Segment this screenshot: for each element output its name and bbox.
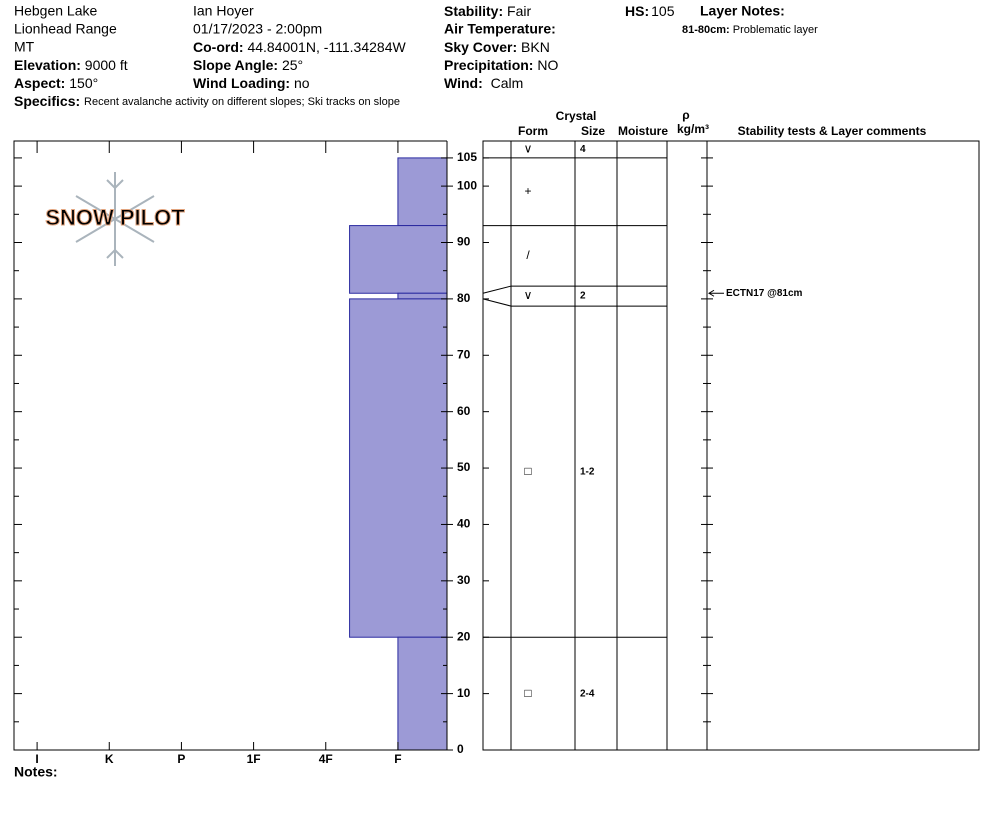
column-header: Moisture bbox=[618, 124, 668, 138]
label: Wind: bbox=[444, 75, 483, 91]
grain-form: + bbox=[524, 184, 531, 198]
air-temperature: Air Temperature: bbox=[444, 21, 556, 37]
hardness-bar bbox=[397, 636, 448, 751]
value: 150° bbox=[69, 75, 98, 91]
column-header: ρ bbox=[682, 108, 689, 122]
grain-form: ∨ bbox=[524, 142, 533, 156]
row-line bbox=[482, 298, 667, 307]
row-line bbox=[482, 285, 667, 294]
y-tick-label: 90 bbox=[457, 235, 471, 249]
value: 44.84001N, -111.34284W bbox=[247, 39, 406, 55]
annotation-arrow bbox=[708, 289, 724, 297]
table-frame bbox=[482, 140, 980, 751]
specifics: Specifics: Recent avalanche activity on … bbox=[14, 93, 400, 109]
grain-size: 1-2 bbox=[580, 466, 595, 477]
value: Recent avalanche activity on different s… bbox=[84, 96, 400, 108]
y-tick-label: 0 bbox=[457, 742, 464, 756]
datetime: 01/17/2023 - 2:00pm bbox=[193, 21, 322, 37]
aspect: Aspect: 150° bbox=[14, 75, 98, 91]
location: Lionhead Range bbox=[14, 21, 117, 37]
label: Sky Cover: bbox=[444, 39, 517, 55]
logo bbox=[75, 172, 155, 266]
y-tick-label: 10 bbox=[457, 686, 471, 700]
y-tick-label: 80 bbox=[457, 291, 471, 305]
value: BKN bbox=[521, 39, 550, 55]
notes-label: Notes: bbox=[14, 764, 58, 780]
column-header: Size bbox=[581, 124, 605, 138]
grain-size: 2-4 bbox=[580, 688, 595, 699]
annotation: ECTN17 @81cm bbox=[726, 288, 803, 299]
value: 105 bbox=[651, 3, 675, 19]
layer-notes: Layer Notes: bbox=[700, 3, 785, 19]
grain-size: 4 bbox=[580, 144, 586, 155]
value: 9000 ft bbox=[85, 57, 128, 73]
location: Hebgen Lake bbox=[14, 3, 98, 19]
layer-note: 81-80cm: Problematic layer bbox=[682, 24, 818, 36]
slope-angle: Slope Angle: 25° bbox=[193, 57, 303, 73]
grain-size: 2 bbox=[580, 291, 586, 302]
y-tick-label: 70 bbox=[457, 347, 471, 361]
coord: Co-ord: 44.84001N, -111.34284W bbox=[193, 39, 406, 55]
location: MT bbox=[14, 39, 35, 55]
grain-form: □ bbox=[524, 686, 531, 700]
grain-form: □ bbox=[524, 464, 531, 478]
label: Precipitation: bbox=[444, 57, 533, 73]
x-tick-label: K bbox=[105, 752, 114, 766]
y-tick-label: 20 bbox=[457, 629, 471, 643]
value: 25° bbox=[282, 57, 303, 73]
observer: Ian Hoyer bbox=[193, 3, 254, 19]
elevation: Elevation: 9000 ft bbox=[14, 57, 128, 73]
label: Slope Angle: bbox=[193, 57, 278, 73]
label: Aspect: bbox=[14, 75, 65, 91]
y-tick-label: 50 bbox=[457, 460, 471, 474]
label: Co-ord: bbox=[193, 39, 244, 55]
column-header: Stability tests & Layer comments bbox=[738, 124, 927, 138]
label: Stability: bbox=[444, 3, 503, 19]
x-tick-label: 1F bbox=[247, 752, 261, 766]
grain-form: ∨ bbox=[524, 288, 533, 302]
value: Calm bbox=[491, 75, 524, 91]
y-tick-label: 30 bbox=[457, 573, 471, 587]
value: no bbox=[294, 75, 310, 91]
wind-loading: Wind Loading: no bbox=[193, 75, 310, 91]
note: Problematic layer bbox=[733, 24, 818, 36]
depth: 81-80cm: bbox=[682, 24, 730, 36]
hardness-bar bbox=[397, 157, 448, 227]
y-tick-label: 60 bbox=[457, 404, 471, 418]
column-header: Form bbox=[518, 124, 548, 138]
label: HS: bbox=[625, 3, 649, 19]
x-tick-label: P bbox=[177, 752, 185, 766]
logo-text: SNOW PILOT bbox=[45, 205, 185, 230]
label: Wind Loading: bbox=[193, 75, 290, 91]
x-tick-label: I bbox=[35, 752, 38, 766]
x-tick-label: 4F bbox=[319, 752, 333, 766]
wind: Wind: Calm bbox=[444, 75, 523, 91]
label: Elevation: bbox=[14, 57, 81, 73]
hs: HS: 105 bbox=[625, 3, 675, 19]
y-tick-label: 40 bbox=[457, 517, 471, 531]
hardness-bar bbox=[349, 298, 448, 638]
label: Specifics: bbox=[14, 93, 80, 109]
hardness-bar bbox=[349, 225, 448, 294]
hardness-bar bbox=[397, 292, 448, 300]
grain-form: / bbox=[526, 248, 530, 262]
value: NO bbox=[537, 57, 558, 73]
y-tick-label: 100 bbox=[457, 178, 477, 192]
column-header: kg/m³ bbox=[677, 122, 709, 136]
sky-cover: Sky Cover: BKN bbox=[444, 39, 550, 55]
column-header: Crystal bbox=[556, 109, 597, 123]
precipitation: Precipitation: NO bbox=[444, 57, 558, 73]
stability: Stability: Fair bbox=[444, 3, 531, 19]
value: Fair bbox=[507, 3, 531, 19]
x-tick-label: F bbox=[394, 752, 401, 766]
y-tick-label: 105 bbox=[457, 150, 477, 164]
